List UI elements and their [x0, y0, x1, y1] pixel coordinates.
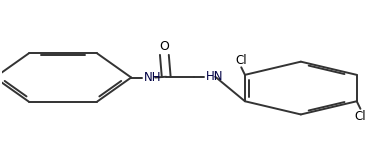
Text: NH: NH: [144, 71, 162, 84]
Text: HN: HN: [206, 70, 223, 83]
Text: Cl: Cl: [355, 110, 366, 123]
Text: O: O: [159, 40, 169, 53]
Text: Cl: Cl: [235, 54, 247, 66]
